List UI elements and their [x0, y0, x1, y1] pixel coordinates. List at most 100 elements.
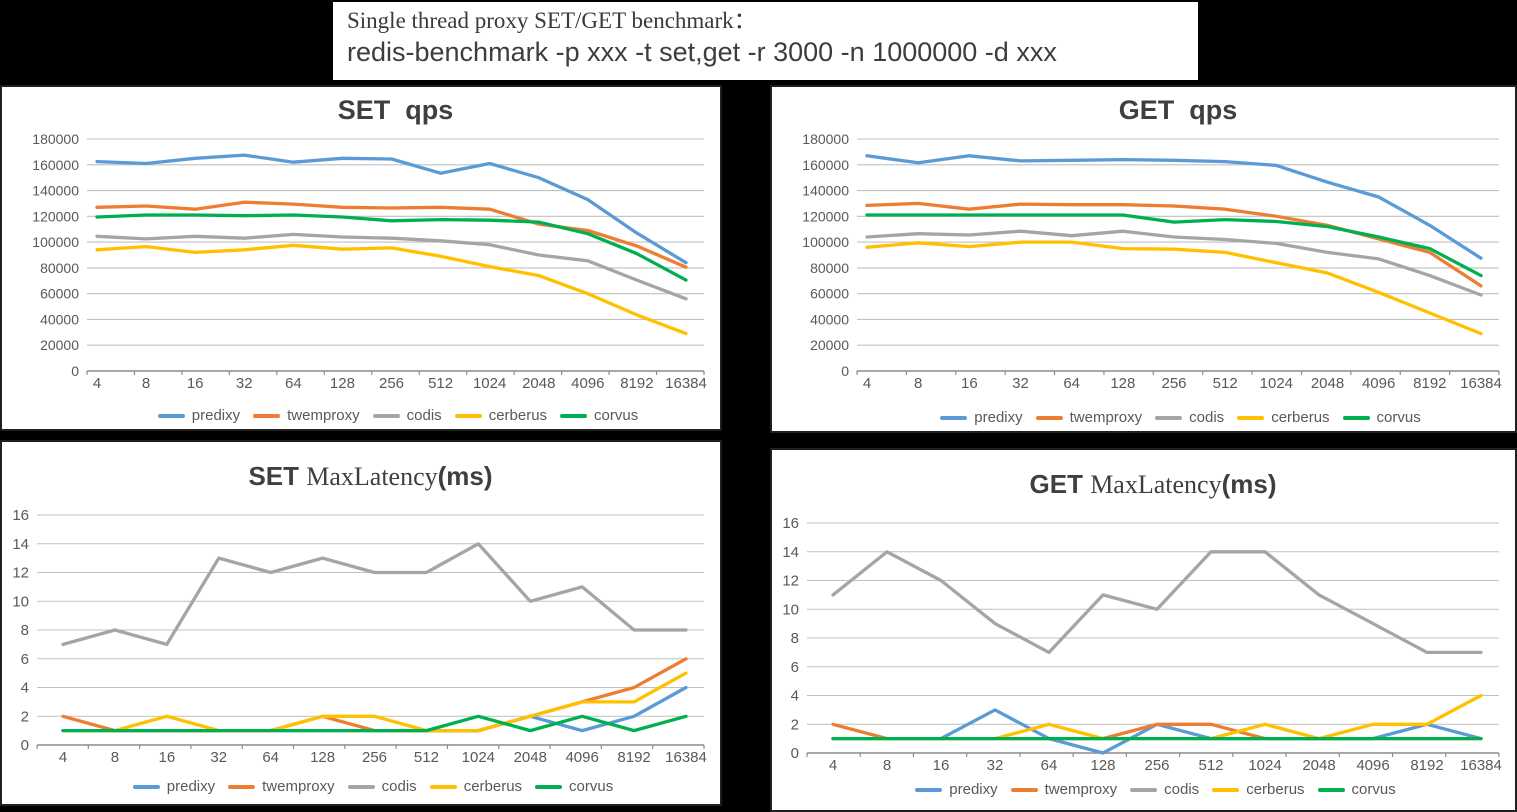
series-line-twemproxy — [95, 200, 688, 269]
legend-swatch-predixy — [157, 413, 185, 418]
chart-panel-set-qps: 0 20000 40000 60000 80000 100000 120000 140000 1… — [0, 85, 722, 431]
legend-label: predixy — [974, 409, 1023, 426]
series-line-codis — [95, 232, 688, 301]
set-qps-legend: predixy twemproxy codis cerberus corvus — [82, 407, 714, 424]
legend-swatch-cerberus — [1237, 415, 1265, 420]
series-line-cerberus — [61, 671, 688, 733]
legend-swatch-cerberus — [454, 413, 482, 418]
legend-swatch-twemproxy — [228, 784, 256, 789]
x-axis-category-label: 8192 — [1413, 375, 1446, 392]
y-axis-tick-label: 80000 — [40, 260, 79, 276]
y-axis-tick-label: 140000 — [32, 183, 79, 199]
x-axis-category-label: 2048 — [1302, 757, 1335, 774]
x-axis-category-label: 32 — [1012, 375, 1029, 392]
x-axis-category-label: 16384 — [665, 749, 707, 766]
header-box: Single thread proxy SET/GET benchmark： r… — [331, 0, 1200, 82]
legend-swatch-corvus — [560, 413, 588, 418]
chart-title: GET MaxLatency(ms) — [1030, 469, 1277, 499]
y-axis-tick-label: 2 — [791, 716, 799, 733]
series-line-codis — [831, 550, 1483, 655]
x-axis-category-label: 16384 — [1460, 757, 1502, 774]
x-axis-category-label: 512 — [1213, 375, 1238, 392]
legend-item-codis: codis — [1130, 781, 1199, 798]
x-axis-category-label: 4096 — [1356, 757, 1389, 774]
legend-label: cerberus — [1246, 781, 1305, 798]
x-axis-category-label: 2048 — [1311, 375, 1344, 392]
y-axis-tick-label: 60000 — [810, 286, 849, 302]
legend-item-twemproxy: twemproxy — [228, 778, 335, 795]
set-maxlatency-legend: predixy twemproxy codis cerberus corvus — [32, 778, 714, 795]
x-axis-category-label: 256 — [1144, 757, 1169, 774]
chart-panel-get-qps: 0 20000 40000 60000 80000 100000 120000 140000 1… — [770, 85, 1517, 433]
legend-label: codis — [1164, 781, 1200, 798]
x-axis-category-label: 32 — [987, 757, 1004, 774]
chart-title: GET qps — [1119, 95, 1238, 125]
chart-panel-set-maxlatency: 0 2 4 6 8 10 12 14 16 4 8 16 32 64 128 256 512 1024 2048 40… — [0, 440, 722, 806]
legend-swatch-cerberus — [1212, 787, 1240, 792]
x-axis-category-label: 128 — [330, 375, 355, 392]
legend-label: codis — [1189, 409, 1225, 426]
y-axis-tick-label: 6 — [21, 651, 29, 668]
legend-label: corvus — [1376, 409, 1421, 426]
series-line-predixy — [61, 685, 688, 733]
x-axis-category-label: 1024 — [462, 749, 495, 766]
legend-label: corvus — [569, 778, 614, 795]
y-axis-tick-label: 80000 — [810, 260, 849, 276]
y-axis-tick-label: 60000 — [40, 286, 79, 302]
legend-label: cerberus — [488, 407, 548, 424]
y-axis-tick-label: 16 — [782, 515, 799, 532]
chart-panel-get-maxlatency: 0 2 4 6 8 10 12 14 16 4 8 16 32 64 128 256 512 1024 2048 40… — [770, 448, 1517, 812]
legend-label: predixy — [166, 778, 216, 795]
series-line-cerberus — [865, 240, 1483, 336]
series-line-cerberus — [831, 693, 1483, 741]
legend-item-cerberus: cerberus — [1237, 409, 1330, 426]
series-line-predixy — [95, 153, 688, 265]
x-axis-category-label: 512 — [1198, 757, 1223, 774]
legend-label: twemproxy — [287, 407, 360, 424]
x-axis-category-label: 2048 — [522, 375, 555, 392]
legend-swatch-codis — [372, 413, 400, 418]
x-axis-category-label: 16 — [961, 375, 978, 392]
legend-label: twemproxy — [1069, 409, 1143, 426]
x-axis-category-label: 64 — [1063, 375, 1080, 392]
x-axis-category-label: 16384 — [1460, 375, 1502, 392]
y-axis-tick-label: 0 — [21, 737, 29, 754]
x-axis-category-label: 4 — [829, 757, 837, 774]
legend-label: twemproxy — [1044, 781, 1118, 798]
legend-label: cerberus — [1271, 409, 1330, 426]
y-axis-tick-label: 20000 — [40, 337, 79, 353]
y-axis-tick-label: 12 — [782, 573, 799, 590]
legend-item-corvus: corvus — [1317, 781, 1396, 798]
x-axis-category-label: 8 — [883, 757, 891, 774]
legend-item-codis: codis — [1155, 409, 1224, 426]
legend-item-twemproxy: twemproxy — [1035, 409, 1143, 426]
y-axis-tick-label: 10 — [12, 593, 29, 610]
series-line-corvus — [865, 213, 1483, 278]
x-axis-category-label: 8 — [914, 375, 922, 392]
x-axis-category-label: 1024 — [1248, 757, 1281, 774]
legend-item-twemproxy: twemproxy — [253, 407, 360, 424]
x-axis-category-label: 256 — [362, 749, 387, 766]
legend-item-predixy: predixy — [157, 407, 241, 424]
set-maxlatency-chart: 0 2 4 6 8 10 12 14 16 4 8 16 32 64 128 256 512 1024 2048 40… — [12, 461, 707, 766]
legend-label: codis — [381, 778, 417, 795]
legend-item-codis: codis — [347, 778, 417, 795]
legend-item-predixy: predixy — [915, 781, 998, 798]
get-qps-legend: predixy twemproxy codis cerberus corvus — [852, 409, 1509, 426]
legend-swatch-predixy — [132, 784, 160, 789]
y-axis-tick-label: 120000 — [32, 208, 79, 224]
chart-title: SET qps — [338, 95, 454, 125]
x-axis-category-label: 16 — [933, 757, 950, 774]
y-axis-tick-label: 180000 — [32, 131, 79, 147]
legend-label: codis — [406, 407, 442, 424]
y-axis-tick-label: 40000 — [810, 311, 849, 327]
x-axis-category-label: 512 — [414, 749, 439, 766]
legend-label: predixy — [191, 407, 241, 424]
legend-label: predixy — [949, 781, 998, 798]
y-axis-tick-label: 40000 — [40, 311, 79, 327]
series-line-corvus — [95, 213, 688, 282]
x-axis-category-label: 256 — [379, 375, 404, 392]
legend-item-codis: codis — [372, 407, 442, 424]
y-axis-tick-label: 100000 — [32, 234, 79, 250]
